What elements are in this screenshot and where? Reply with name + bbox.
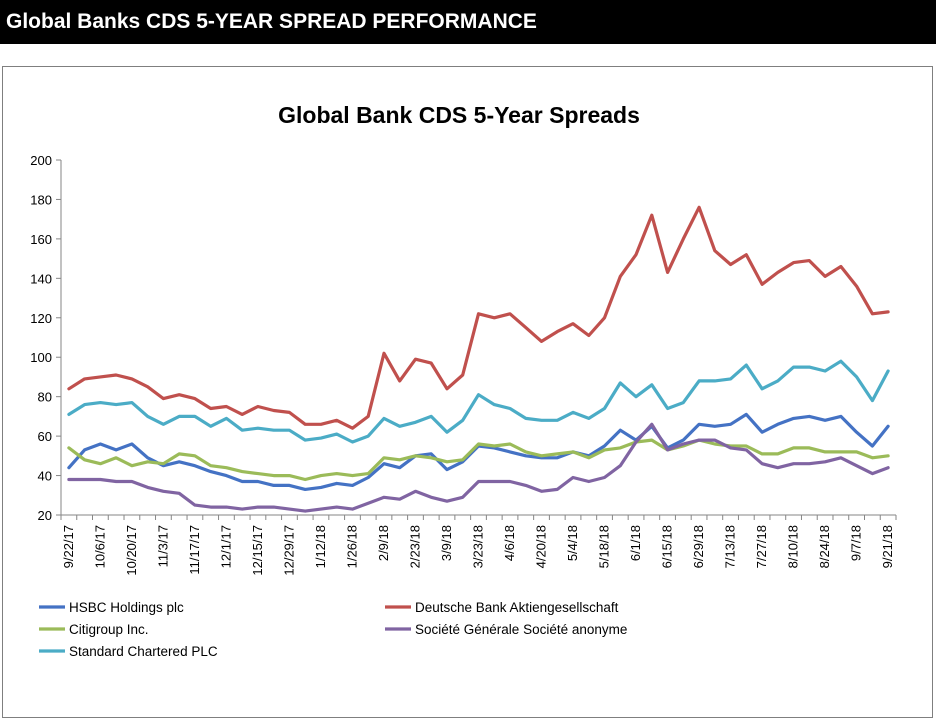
x-tick-label: 3/9/18 — [439, 525, 454, 561]
x-tick-label: 4/6/18 — [502, 525, 517, 561]
x-tick-label: 6/15/18 — [660, 525, 675, 568]
x-tick-label: 6/1/18 — [628, 525, 643, 561]
y-tick-label: 60 — [38, 429, 52, 444]
x-tick-label: 10/6/17 — [92, 525, 107, 568]
x-tick-label: 4/20/18 — [534, 525, 549, 568]
legend-label: Société Générale Société anonyme — [415, 622, 627, 637]
legend-label: Deutsche Bank Aktiengesellschaft — [415, 600, 619, 615]
x-tick-label: 1/12/18 — [313, 525, 328, 568]
plot-area — [67, 205, 890, 513]
series-line — [67, 205, 890, 430]
y-tick-label: 140 — [30, 271, 52, 286]
x-tick-label: 12/15/17 — [250, 525, 265, 576]
x-tick-label: 11/17/17 — [187, 525, 202, 575]
x-tick-label: 11/3/17 — [155, 525, 170, 567]
x-tick-label: 9/22/17 — [61, 525, 76, 568]
legend-label: Citigroup Inc. — [69, 622, 149, 637]
x-tick-label: 12/29/17 — [281, 525, 296, 576]
y-tick-label: 120 — [30, 311, 52, 326]
x-tick-label: 8/24/18 — [817, 525, 832, 568]
y-tick-label: 80 — [38, 390, 52, 405]
chart-legend: HSBC Holdings plc Deutsche Bank Aktienges… — [39, 600, 627, 659]
y-tick-label: 180 — [30, 192, 52, 207]
chart-frame: Global Bank CDS 5-Year Spreads 20 40 60 80 1… — [2, 66, 933, 718]
page-header-title: Global Banks CDS 5-YEAR SPREAD PERFORMAN… — [6, 10, 537, 33]
x-tick-label: 7/13/18 — [723, 525, 738, 568]
x-tick-label: 3/23/18 — [471, 525, 486, 568]
legend-label: HSBC Holdings plc — [69, 600, 184, 615]
x-tick-label: 10/20/17 — [124, 525, 139, 576]
y-tick-label: 40 — [38, 469, 52, 484]
x-tick-label: 12/1/17 — [218, 525, 233, 568]
x-tick-label: 8/10/18 — [786, 525, 801, 568]
chart-title: Global Bank CDS 5-Year Spreads — [278, 102, 640, 128]
x-tick-label: 5/18/18 — [597, 525, 612, 568]
x-tick-label: 7/27/18 — [754, 525, 769, 568]
y-tick-label: 200 — [30, 153, 52, 168]
series-line — [67, 438, 890, 482]
x-tick-label: 9/7/18 — [849, 525, 864, 561]
x-tick-label: 2/9/18 — [376, 525, 391, 561]
line-chart: Global Bank CDS 5-Year Spreads 20 40 60 80 1… — [30, 102, 897, 659]
series-line — [67, 359, 890, 444]
y-tick-label: 160 — [30, 232, 52, 247]
y-tick-label: 20 — [38, 508, 52, 523]
x-tick-label: 9/21/18 — [880, 525, 895, 568]
chart-axes: 20 40 60 80 100 120 140 160 180 200 9/22/17 10/6/17… — [30, 153, 897, 576]
x-tick-label: 6/29/18 — [691, 525, 706, 568]
series-line — [67, 412, 890, 491]
series-line — [67, 422, 890, 513]
x-tick-label: 2/23/18 — [407, 525, 422, 568]
legend-label: Standard Chartered PLC — [69, 644, 218, 659]
x-tick-label: 1/26/18 — [344, 525, 359, 568]
page-header: Global Banks CDS 5-YEAR SPREAD PERFORMAN… — [0, 0, 936, 44]
y-tick-label: 100 — [30, 350, 52, 365]
x-tick-label: 5/4/18 — [565, 525, 580, 561]
